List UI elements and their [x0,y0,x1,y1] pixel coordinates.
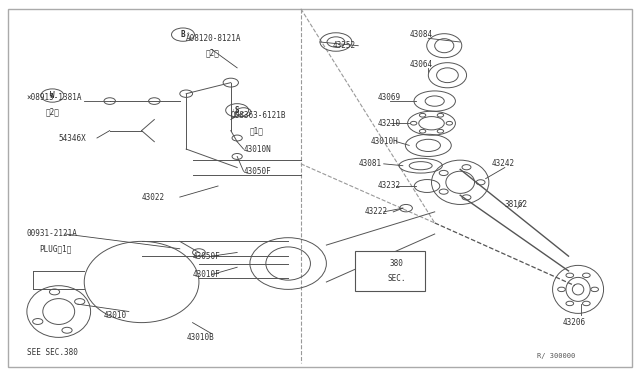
Text: Â08120-8121A: Â08120-8121A [186,34,242,43]
Text: Ó08363-6121B: Ó08363-6121B [231,111,286,121]
Text: 38162: 38162 [505,200,528,209]
Text: 43010H: 43010H [371,137,399,146]
Text: 43064: 43064 [409,60,433,69]
Text: S: S [235,106,239,115]
Text: 43222: 43222 [365,207,388,217]
Text: R/ 300000: R/ 300000 [537,353,575,359]
Text: 43084: 43084 [409,30,433,39]
Text: 43010: 43010 [103,311,127,320]
Text: PLUG（1）: PLUG（1） [40,244,72,253]
Text: B: B [180,30,186,39]
Text: 43010N: 43010N [244,145,271,154]
Text: 43069: 43069 [378,93,401,102]
Text: 43050F: 43050F [244,167,271,176]
Text: 43010B: 43010B [186,333,214,342]
Text: 43050F: 43050F [193,251,220,261]
Text: 54346X: 54346X [59,134,86,142]
Text: 43081: 43081 [358,159,381,169]
Text: ×08915-1381A: ×08915-1381A [27,93,83,102]
Text: 00931-2121A: 00931-2121A [27,230,77,238]
Text: SEE SEC.380: SEE SEC.380 [27,348,77,357]
Text: 380: 380 [390,259,403,268]
Text: W: W [50,91,54,100]
Text: 43232: 43232 [378,182,401,190]
Text: SEC.: SEC. [387,274,406,283]
Text: 43206: 43206 [562,318,585,327]
FancyBboxPatch shape [355,251,425,291]
Text: 43242: 43242 [492,159,515,169]
FancyBboxPatch shape [8,9,632,367]
Text: 43252: 43252 [333,41,356,50]
Text: （2）: （2） [205,49,219,58]
Text: 43210: 43210 [378,119,401,128]
Text: （2）: （2） [46,108,60,117]
Text: （1）: （1） [250,126,264,135]
Text: 43022: 43022 [141,193,164,202]
Text: 43010F: 43010F [193,270,220,279]
